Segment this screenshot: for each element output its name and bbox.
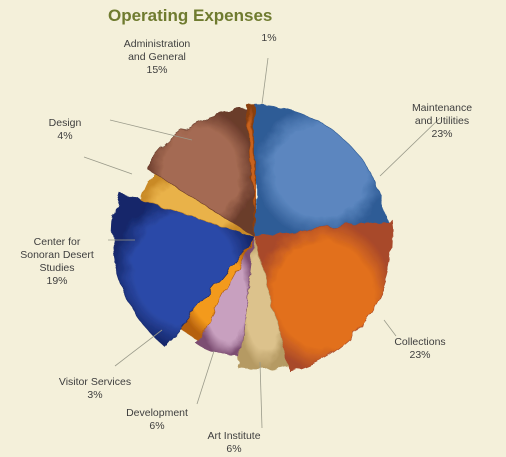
- pie-slice: [146, 108, 256, 238]
- leader-line: [109, 119, 193, 141]
- pie-slice: [246, 104, 256, 238]
- slice-label: Collections 23%: [394, 336, 445, 362]
- leader-line: [259, 361, 263, 429]
- slice-percent: 15%: [146, 64, 168, 76]
- slice-name: Center for Sonoran Desert Studies: [20, 236, 94, 274]
- slice-percent: 1%: [261, 32, 277, 44]
- leader-line: [383, 319, 397, 337]
- slice-label: 1%: [261, 32, 276, 45]
- slice-label: Art Institute 6%: [207, 430, 260, 456]
- slice-name: Collections: [394, 336, 446, 348]
- pie-slice: [254, 104, 387, 238]
- pie-slice: [254, 219, 394, 372]
- slice-percent: 4%: [57, 130, 73, 142]
- slice-percent: 6%: [149, 420, 165, 432]
- slice-percent: 3%: [87, 389, 103, 401]
- pie-slice: [112, 192, 256, 347]
- leader-line: [196, 350, 215, 405]
- leader-line: [83, 156, 133, 175]
- slice-percent: 19%: [46, 275, 68, 287]
- slice-label: Administration and General 15%: [124, 38, 191, 77]
- slice-name: Development: [126, 407, 188, 419]
- slice-label: Development 6%: [126, 407, 188, 433]
- leader-line: [261, 57, 269, 105]
- slice-name: Maintenance and Utilities: [411, 102, 473, 127]
- slice-name: Administration and General: [123, 38, 191, 63]
- slice-percent: 23%: [431, 128, 453, 140]
- slice-percent: 6%: [226, 443, 242, 455]
- pie-slice: [195, 236, 256, 359]
- slice-name: Art Institute: [207, 430, 261, 442]
- pie-slice: [238, 236, 289, 370]
- slice-label: Maintenance and Utilities 23%: [412, 102, 472, 141]
- slice-name: Design: [48, 117, 82, 129]
- chart-title: Operating Expenses: [108, 6, 273, 25]
- slice-name: Visitor Services: [58, 376, 132, 388]
- leader-line: [114, 329, 163, 367]
- leader-line: [379, 117, 441, 177]
- slice-label: Design 4%: [49, 117, 82, 143]
- slice-percent: 23%: [409, 349, 431, 361]
- slice-label: Center for Sonoran Desert Studies 19%: [20, 236, 94, 288]
- slice-label: Visitor Services 3%: [59, 376, 131, 402]
